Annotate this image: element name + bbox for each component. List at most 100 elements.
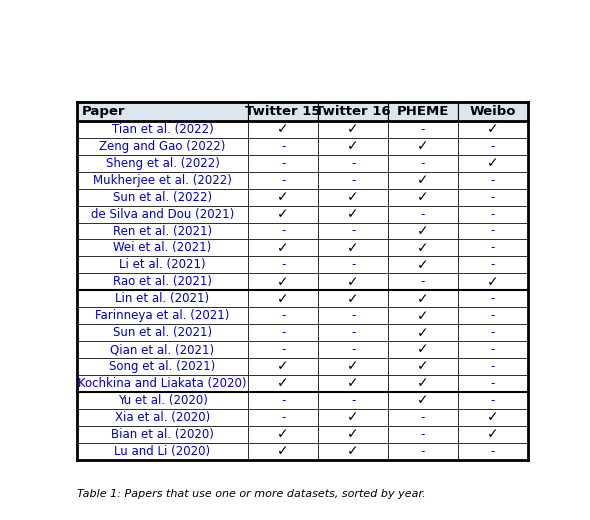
Text: ✓: ✓ [417, 394, 429, 408]
Text: ✓: ✓ [348, 139, 359, 153]
Text: -: - [491, 326, 495, 339]
Bar [77, 443, 248, 460]
Bar [318, 121, 388, 138]
Text: Twitter 16: Twitter 16 [315, 105, 391, 118]
Bar [318, 358, 388, 375]
Text: ✓: ✓ [277, 427, 289, 441]
Text: -: - [281, 343, 286, 356]
Bar [388, 155, 458, 172]
Text: -: - [421, 123, 425, 136]
Text: ✓: ✓ [348, 275, 359, 289]
Bar [458, 274, 528, 290]
Bar [458, 223, 528, 240]
Bar [318, 223, 388, 240]
Bar [318, 256, 388, 274]
Bar [458, 121, 528, 138]
Bar [318, 274, 388, 290]
Bar [248, 172, 318, 189]
Bar [388, 121, 458, 138]
Bar [388, 223, 458, 240]
Text: Lin et al. (2021): Lin et al. (2021) [116, 292, 209, 305]
Text: -: - [491, 140, 495, 153]
Text: ✓: ✓ [348, 410, 359, 424]
Bar [388, 426, 458, 443]
Bar [388, 375, 458, 392]
Bar [388, 307, 458, 324]
Text: -: - [421, 428, 425, 441]
Bar [77, 121, 248, 138]
Text: Tian et al. (2022): Tian et al. (2022) [112, 123, 214, 136]
Bar [77, 290, 248, 307]
Bar [318, 205, 388, 223]
Text: ✓: ✓ [487, 410, 499, 424]
Bar [458, 290, 528, 307]
Bar [248, 240, 318, 256]
Bar [458, 138, 528, 155]
Bar [318, 290, 388, 307]
Text: -: - [351, 394, 355, 407]
Bar [318, 102, 388, 121]
Text: -: - [421, 157, 425, 170]
Bar [248, 121, 318, 138]
Text: -: - [281, 258, 286, 271]
Bar [77, 102, 248, 121]
Bar [77, 324, 248, 341]
Bar [318, 409, 388, 426]
Bar [248, 138, 318, 155]
Text: Bian et al. (2020): Bian et al. (2020) [111, 428, 214, 441]
Text: Twitter 15: Twitter 15 [245, 105, 321, 118]
Bar [248, 205, 318, 223]
Bar [248, 324, 318, 341]
Bar [458, 307, 528, 324]
Text: Yu et al. (2020): Yu et al. (2020) [117, 394, 208, 407]
Bar [77, 426, 248, 443]
Text: ✓: ✓ [277, 376, 289, 391]
Text: Table 1: Papers that use one or more datasets, sorted by year.: Table 1: Papers that use one or more dat… [77, 489, 425, 499]
Text: PHEME: PHEME [397, 105, 449, 118]
Text: Farinneya et al. (2021): Farinneya et al. (2021) [96, 309, 230, 322]
Text: ✓: ✓ [417, 343, 429, 357]
Text: ✓: ✓ [277, 444, 289, 458]
Bar [388, 392, 458, 409]
Bar [77, 358, 248, 375]
Text: -: - [351, 309, 355, 322]
Bar [388, 205, 458, 223]
Text: ✓: ✓ [277, 207, 289, 221]
Bar [458, 426, 528, 443]
Text: -: - [281, 394, 286, 407]
Text: -: - [421, 207, 425, 220]
Text: ✓: ✓ [348, 241, 359, 255]
Bar [248, 189, 318, 205]
Bar [77, 375, 248, 392]
Text: Rao et al. (2021): Rao et al. (2021) [113, 276, 212, 289]
Text: Sun et al. (2022): Sun et al. (2022) [113, 191, 212, 204]
Bar [388, 443, 458, 460]
Bar [248, 375, 318, 392]
Bar [388, 189, 458, 205]
Bar [458, 102, 528, 121]
Bar [248, 223, 318, 240]
Text: -: - [351, 326, 355, 339]
Text: ✓: ✓ [348, 292, 359, 306]
Text: -: - [351, 174, 355, 187]
Text: Sun et al. (2021): Sun et al. (2021) [113, 326, 212, 339]
Text: ✓: ✓ [487, 427, 499, 441]
Text: ✓: ✓ [348, 207, 359, 221]
Text: -: - [491, 191, 495, 204]
Text: ✓: ✓ [348, 376, 359, 391]
Bar [458, 375, 528, 392]
Text: ✓: ✓ [277, 190, 289, 204]
Text: -: - [281, 309, 286, 322]
Bar [318, 307, 388, 324]
Text: ✓: ✓ [348, 427, 359, 441]
Text: ✓: ✓ [348, 190, 359, 204]
Text: -: - [281, 174, 286, 187]
Text: -: - [491, 258, 495, 271]
Text: Sheng et al. (2022): Sheng et al. (2022) [106, 157, 219, 170]
Text: -: - [491, 377, 495, 390]
Text: Weibo: Weibo [470, 105, 516, 118]
Bar [248, 155, 318, 172]
Bar [77, 155, 248, 172]
Text: ✓: ✓ [487, 157, 499, 170]
Text: -: - [421, 445, 425, 458]
